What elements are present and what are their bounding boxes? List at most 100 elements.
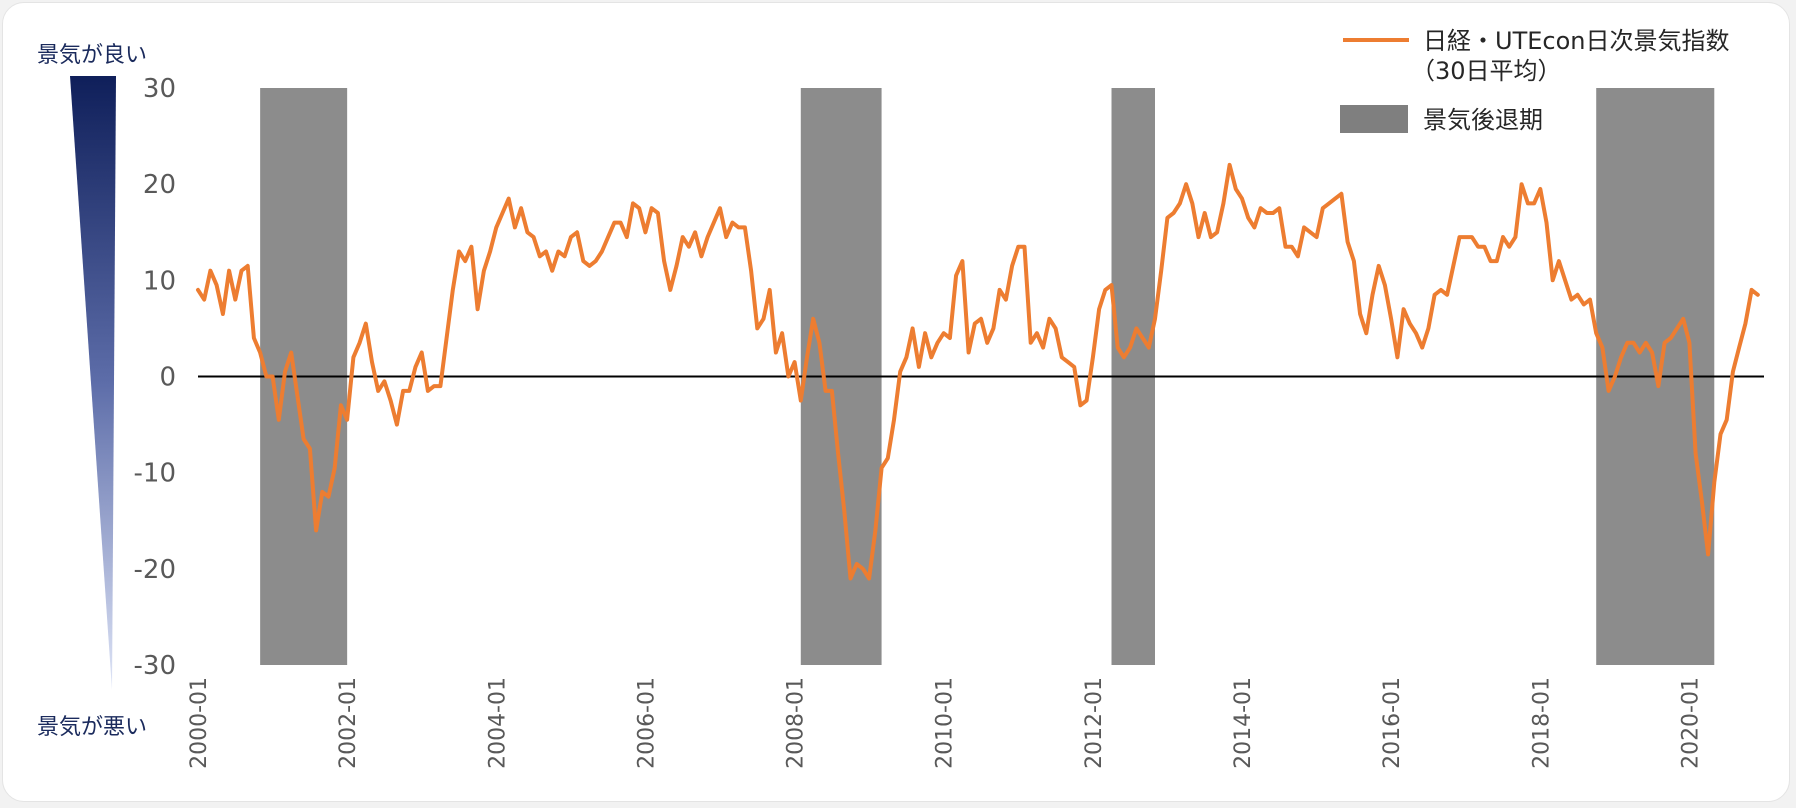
data-point bbox=[575, 230, 579, 234]
data-point bbox=[730, 221, 735, 225]
x-tick-label: 2020-01 bbox=[1678, 677, 1703, 769]
data-point bbox=[706, 235, 710, 239]
data-point bbox=[587, 264, 592, 268]
data-point bbox=[1153, 317, 1157, 321]
data-point bbox=[563, 254, 567, 258]
data-point bbox=[842, 509, 846, 513]
data-point bbox=[581, 259, 585, 263]
data-point bbox=[1364, 331, 1368, 335]
data-point bbox=[1731, 370, 1735, 374]
data-point bbox=[1631, 341, 1636, 345]
y-tick-label: 30 bbox=[143, 74, 176, 104]
data-point bbox=[1743, 322, 1747, 326]
data-point bbox=[233, 298, 237, 302]
data-point bbox=[351, 355, 355, 359]
data-point bbox=[1141, 336, 1145, 340]
data-point bbox=[1675, 326, 1679, 330]
data-point bbox=[320, 490, 324, 494]
data-point bbox=[258, 350, 262, 355]
data-point bbox=[1041, 346, 1045, 350]
legend-line-label: 日経・UTEcon日次景気指数 bbox=[1423, 27, 1729, 55]
data-point bbox=[500, 211, 505, 215]
data-point bbox=[339, 403, 343, 407]
data-point bbox=[1551, 278, 1555, 282]
data-point bbox=[1669, 336, 1673, 340]
data-point bbox=[1694, 451, 1698, 455]
data-point bbox=[1607, 389, 1611, 393]
data-point bbox=[1097, 307, 1101, 311]
data-point bbox=[1389, 317, 1393, 321]
index-series-line bbox=[196, 162, 1760, 581]
data-point bbox=[289, 350, 293, 355]
data-point bbox=[1228, 163, 1232, 167]
data-point bbox=[513, 225, 517, 229]
data-point bbox=[196, 288, 200, 292]
data-point bbox=[569, 235, 573, 239]
data-point bbox=[1290, 245, 1294, 249]
data-point bbox=[1426, 326, 1430, 330]
y-tick-label: 0 bbox=[159, 363, 176, 393]
data-point bbox=[1035, 331, 1039, 335]
data-point bbox=[1203, 211, 1207, 215]
data-point bbox=[1072, 365, 1076, 369]
data-point bbox=[935, 341, 940, 345]
data-point bbox=[1265, 211, 1269, 215]
data-point bbox=[718, 206, 722, 210]
data-point bbox=[438, 384, 442, 388]
data-point bbox=[786, 374, 791, 379]
data-point bbox=[674, 264, 679, 268]
data-point bbox=[606, 235, 610, 239]
data-point bbox=[1352, 259, 1356, 263]
data-point bbox=[1464, 235, 1468, 239]
data-point bbox=[308, 447, 312, 451]
y-tick-label: 10 bbox=[143, 266, 176, 296]
data-point bbox=[1004, 298, 1008, 302]
data-point bbox=[600, 249, 604, 254]
data-point bbox=[1178, 201, 1182, 205]
data-point bbox=[1495, 259, 1499, 263]
data-point bbox=[221, 312, 225, 316]
data-point bbox=[1029, 341, 1033, 345]
data-point bbox=[643, 230, 648, 234]
data-point bbox=[1681, 317, 1685, 321]
data-point bbox=[712, 221, 716, 225]
data-point bbox=[420, 350, 424, 355]
data-point bbox=[1501, 235, 1505, 239]
data-point bbox=[333, 466, 337, 470]
bad-label: 景気が悪い bbox=[37, 715, 147, 740]
data-point bbox=[967, 350, 971, 355]
data-point bbox=[768, 288, 772, 292]
data-point bbox=[532, 235, 536, 239]
data-point bbox=[724, 235, 728, 239]
data-point bbox=[793, 360, 797, 364]
data-point bbox=[737, 225, 741, 229]
data-point bbox=[1756, 293, 1760, 297]
data-point bbox=[1513, 235, 1517, 239]
data-point bbox=[1159, 269, 1163, 273]
data-point bbox=[1346, 240, 1350, 244]
data-point bbox=[1016, 245, 1020, 249]
data-point bbox=[302, 437, 306, 441]
x-axis: 2000-01 2002-01 2004-01 2006-01 2008-01 2010-… bbox=[187, 677, 1703, 769]
data-point bbox=[538, 254, 542, 258]
data-point bbox=[395, 423, 399, 427]
data-point bbox=[1259, 206, 1263, 210]
data-point bbox=[662, 259, 666, 263]
data-point bbox=[861, 567, 865, 571]
data-point bbox=[1066, 360, 1070, 364]
data-point bbox=[594, 259, 598, 263]
data-point bbox=[382, 379, 386, 383]
data-point bbox=[824, 389, 828, 393]
data-point bbox=[1103, 288, 1107, 292]
data-point bbox=[880, 466, 884, 470]
data-point bbox=[1091, 355, 1095, 359]
y-axis: 30 20 10 0 -10 -20 -30 bbox=[134, 74, 176, 681]
data-point bbox=[1240, 197, 1244, 201]
data-point bbox=[476, 307, 480, 311]
data-point bbox=[283, 370, 287, 374]
data-point bbox=[1433, 293, 1437, 297]
y-tick-label: -20 bbox=[134, 555, 176, 585]
data-point bbox=[1370, 293, 1375, 297]
data-point bbox=[1047, 317, 1051, 321]
data-point bbox=[1383, 283, 1387, 287]
